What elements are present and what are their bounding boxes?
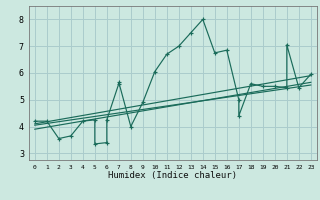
X-axis label: Humidex (Indice chaleur): Humidex (Indice chaleur) — [108, 171, 237, 180]
